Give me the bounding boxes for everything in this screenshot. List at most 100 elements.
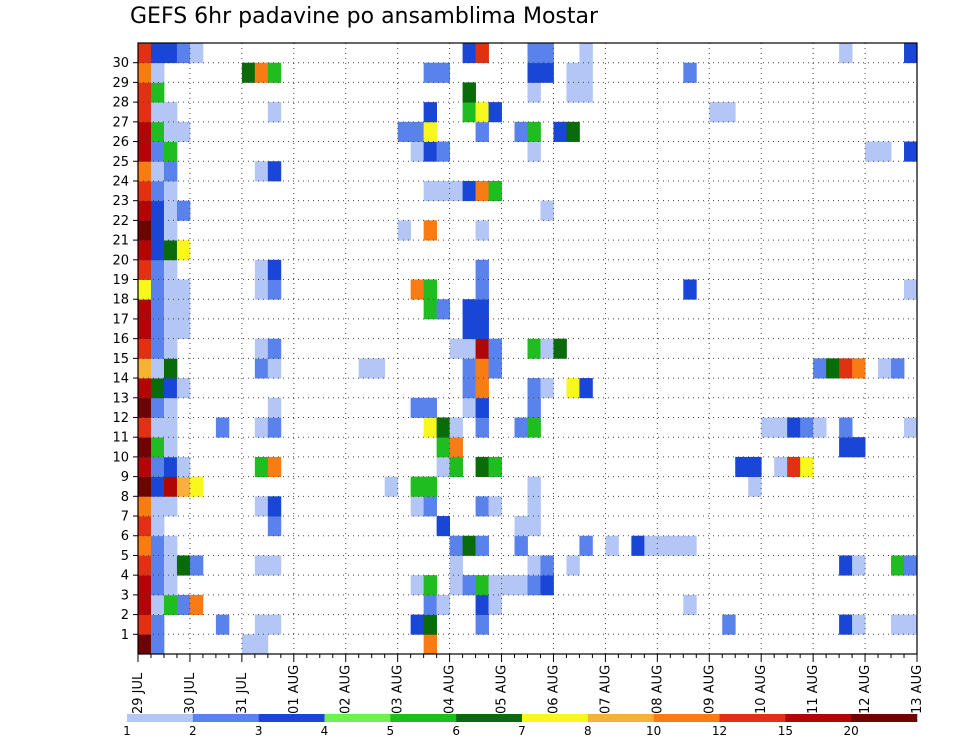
heatmap-cell [852, 614, 866, 635]
y-tick-label: 22 [112, 214, 129, 229]
heatmap-cell [787, 417, 801, 438]
heatmap-cell [488, 338, 502, 359]
heatmap-cell [163, 161, 178, 182]
x-tick-label: 06 AUG [546, 665, 561, 714]
heatmap-cell [163, 220, 178, 241]
heatmap-cell [475, 259, 489, 280]
heatmap-cell [488, 594, 502, 615]
heatmap-cell [475, 594, 489, 615]
heatmap-cell [163, 180, 178, 202]
colorbar-label: 5 [387, 724, 395, 738]
heatmap-cell [267, 161, 282, 182]
heatmap-cell [683, 279, 697, 300]
heatmap-cell [138, 121, 152, 142]
dotted-grid [138, 43, 917, 654]
heatmap-cell [254, 358, 269, 379]
heatmap-cell [163, 102, 178, 123]
heatmap-cell [138, 535, 152, 556]
heatmap-cell [891, 358, 905, 379]
heatmap-cell [423, 180, 438, 202]
heatmap-cell [150, 62, 165, 83]
heatmap-cell [462, 338, 476, 359]
heatmap-cell [527, 476, 541, 497]
heatmap-cell [904, 555, 918, 576]
heatmap-cell [176, 378, 191, 399]
heatmap-cell [410, 575, 425, 596]
heatmap-cell [852, 358, 866, 379]
heatmap-cell [449, 535, 463, 556]
heatmap-cell [138, 180, 152, 202]
heatmap-cell [865, 141, 879, 162]
heatmap-cell [475, 43, 489, 64]
heatmap-cell [163, 358, 178, 379]
heatmap-cell [150, 634, 165, 655]
heatmap-cell [527, 555, 541, 576]
y-tick-label: 14 [112, 372, 129, 387]
heatmap-cell [683, 535, 697, 556]
heatmap-cell [150, 594, 165, 615]
heatmap-cell [475, 535, 489, 556]
y-axis: 1234567891011121314151617181920212223242… [112, 56, 138, 643]
heatmap-cell [176, 121, 191, 142]
heatmap-cell [138, 161, 152, 182]
heatmap-cell [631, 535, 645, 556]
heatmap-cell [410, 614, 425, 635]
heatmap-cell [475, 338, 489, 359]
y-tick-label: 1 [121, 628, 129, 643]
heatmap-cell [891, 614, 905, 635]
heatmap-cell [813, 358, 827, 379]
x-tick-label: 30 JUL [183, 672, 198, 714]
heatmap-cell [163, 121, 178, 142]
heatmap-cell [683, 594, 697, 615]
heatmap-cell [462, 180, 476, 202]
heatmap-cell [150, 378, 165, 399]
heatmap-cells [138, 43, 918, 655]
heatmap-cell [579, 62, 593, 83]
colorbar-label: 1 [123, 724, 131, 738]
heatmap-cell [423, 476, 438, 497]
heatmap-cell [423, 397, 438, 418]
heatmap-cell [540, 62, 554, 83]
heatmap-cell [514, 516, 528, 537]
heatmap-cell [138, 82, 152, 103]
chart-title: GEFS 6hr padavine po ansamblima Mostar [130, 4, 599, 29]
heatmap-cell [904, 141, 918, 162]
heatmap-cell [176, 43, 191, 64]
heatmap-cell [527, 575, 541, 596]
heatmap-cell [150, 476, 165, 497]
heatmap-cell [423, 220, 438, 241]
heatmap-cell [449, 417, 463, 438]
heatmap-cell [138, 62, 152, 83]
heatmap-cell [267, 417, 282, 438]
heatmap-cell [722, 102, 736, 123]
heatmap-cell [475, 496, 489, 517]
heatmap-cell [657, 535, 671, 556]
heatmap-cell [527, 82, 541, 103]
heatmap-cell [138, 437, 152, 458]
heatmap-cell [527, 43, 541, 64]
heatmap-cell [150, 496, 165, 517]
x-tick-label: 10 AUG [754, 665, 769, 714]
heatmap-cell [462, 575, 476, 596]
x-axis: 29 JUL 30 JUL 31 JUL 01 AUG 02 AUG 03 AUG 04 A… [131, 654, 925, 714]
heatmap-cell [138, 43, 152, 64]
heatmap-cell [267, 102, 282, 123]
heatmap-cell [138, 378, 152, 399]
heatmap-cell [138, 397, 152, 418]
y-tick-label: 3 [121, 588, 129, 603]
colorbar-swatch [390, 714, 457, 722]
heatmap-cell [163, 240, 178, 261]
y-tick-label: 16 [112, 332, 129, 347]
heatmap-cell [878, 358, 892, 379]
heatmap-cell [839, 43, 853, 64]
heatmap-cell [579, 378, 593, 399]
heatmap-cell [475, 318, 489, 340]
heatmap-cell [189, 43, 204, 64]
heatmap-cell [150, 82, 165, 103]
heatmap-cell [787, 456, 801, 478]
colorbar-label: 20 [844, 724, 859, 738]
heatmap-cell [267, 259, 282, 280]
heatmap-cell [462, 318, 476, 340]
colorbar-swatch [653, 714, 720, 722]
heatmap-cell [475, 102, 489, 123]
